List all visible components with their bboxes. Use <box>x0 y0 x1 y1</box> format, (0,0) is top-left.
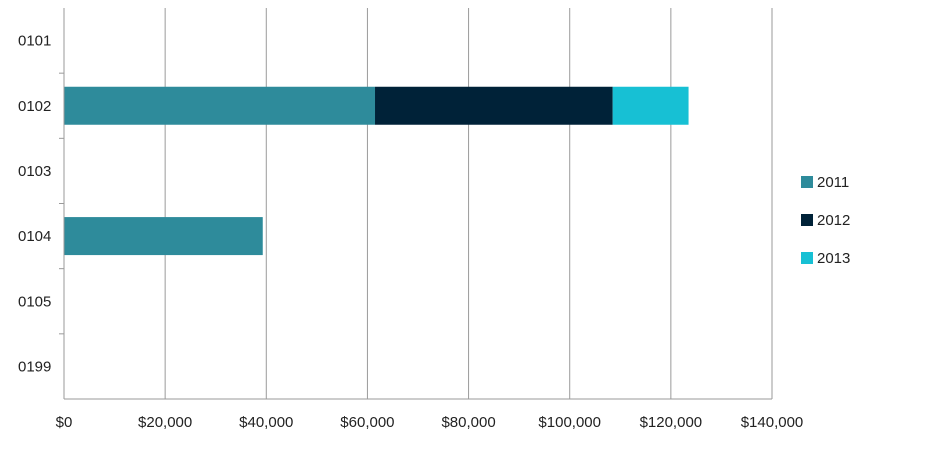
x-tick-label: $80,000 <box>441 414 495 431</box>
x-tick-label: $0 <box>56 414 73 431</box>
x-tick-label: $100,000 <box>538 414 601 431</box>
legend-label-2013: 2013 <box>817 250 850 267</box>
x-tick-label: $140,000 <box>741 414 804 431</box>
legend: 2011 2012 2013 <box>801 174 850 267</box>
legend-swatch-2012 <box>801 214 813 226</box>
y-tick-label-0103: 0103 <box>18 163 51 180</box>
legend-label-2012: 2012 <box>817 212 850 229</box>
x-tick-label: $120,000 <box>640 414 703 431</box>
y-tick-label-0104: 0104 <box>18 228 51 245</box>
y-tick-label-0199: 0199 <box>18 358 51 375</box>
y-tick-label-0102: 0102 <box>18 98 51 115</box>
bar-0102-2011 <box>64 86 376 125</box>
bar-0102-2013 <box>612 86 689 125</box>
bar-0102-2012 <box>375 86 613 125</box>
legend-swatch-2013 <box>801 252 813 264</box>
axes <box>59 8 772 400</box>
y-tick-label-0101: 0101 <box>18 33 51 50</box>
legend-label-2011: 2011 <box>817 174 849 191</box>
x-tick-labels: $0 $20,000 $40,000 $60,000 $80,000 $100,000 $1… <box>56 414 804 431</box>
grid-lines <box>164 8 773 399</box>
bars <box>64 86 689 256</box>
bar-0104-2011 <box>64 217 263 256</box>
x-tick-label: $60,000 <box>340 414 394 431</box>
y-tick-label-0105: 0105 <box>18 293 51 310</box>
legend-swatch-2011 <box>801 176 813 188</box>
x-tick-label: $40,000 <box>239 414 293 431</box>
y-tick-labels: 0101 0102 0103 0104 0105 0199 <box>18 33 51 376</box>
x-tick-label: $20,000 <box>138 414 192 431</box>
